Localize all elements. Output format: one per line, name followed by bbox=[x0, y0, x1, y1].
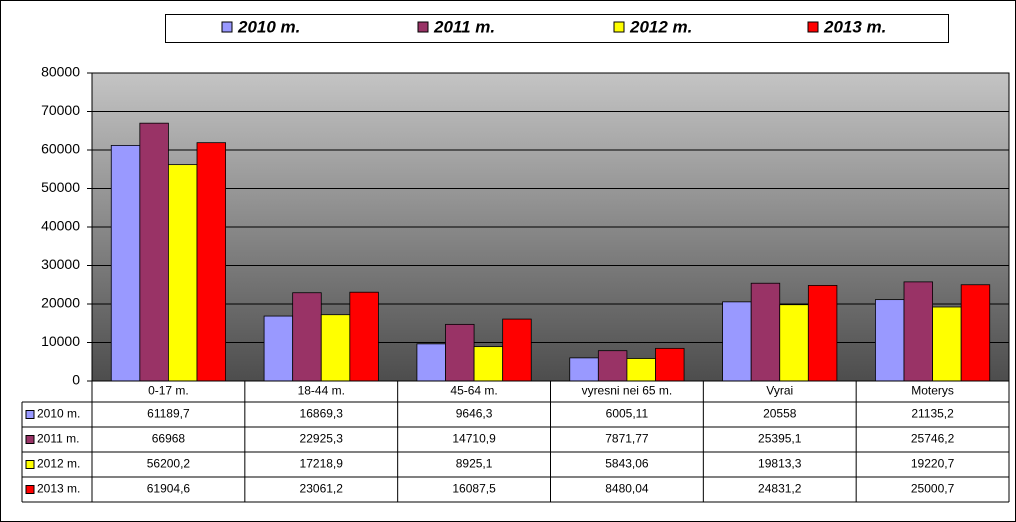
x-tick-label: Vyrai bbox=[766, 384, 793, 398]
table-value: 66968 bbox=[152, 432, 186, 446]
legend-label: 2011 m. bbox=[433, 17, 495, 36]
table-value: 22925,3 bbox=[300, 432, 344, 446]
bar bbox=[875, 299, 905, 382]
x-tick-label: 45-64 m. bbox=[450, 384, 497, 398]
bar bbox=[903, 281, 933, 382]
table-value: 25395,1 bbox=[758, 432, 802, 446]
table-legend-key bbox=[25, 410, 35, 419]
x-tick-label: Moterys bbox=[911, 384, 954, 398]
table-value: 25746,2 bbox=[911, 432, 955, 446]
bar bbox=[655, 347, 685, 382]
bar bbox=[445, 323, 475, 382]
table-value: 23061,2 bbox=[300, 482, 344, 496]
table-series-label: 2013 m. bbox=[37, 482, 80, 496]
table-legend-key bbox=[25, 460, 35, 469]
table-value: 8925,1 bbox=[456, 457, 493, 471]
bar bbox=[722, 301, 752, 382]
table-value: 56200,2 bbox=[147, 457, 191, 471]
y-tick-label: 40000 bbox=[41, 218, 80, 234]
table-value: 61189,7 bbox=[147, 407, 190, 421]
y-tick-label: 70000 bbox=[41, 102, 80, 118]
x-tick-label: vyresni nei 65 m. bbox=[582, 384, 673, 398]
x-tick-label: 18-44 m. bbox=[298, 384, 345, 398]
legend-label: 2013 m. bbox=[823, 17, 886, 36]
y-tick-label: 20000 bbox=[41, 295, 80, 311]
bar bbox=[597, 350, 628, 382]
table-value: 19220,7 bbox=[911, 457, 955, 471]
bar bbox=[263, 315, 294, 382]
bar bbox=[626, 358, 656, 382]
bar bbox=[416, 343, 446, 382]
table-value: 5843,06 bbox=[605, 457, 649, 471]
bar bbox=[932, 306, 962, 382]
table-series-label: 2012 m. bbox=[37, 457, 80, 471]
y-tick-label: 80000 bbox=[41, 64, 80, 80]
table-legend-key bbox=[25, 485, 35, 494]
table-legend-key bbox=[25, 435, 35, 444]
table-value: 17218,9 bbox=[300, 457, 344, 471]
bar bbox=[349, 291, 379, 382]
legend-label: 2012 m. bbox=[629, 17, 692, 36]
y-tick-label: 30000 bbox=[41, 256, 80, 272]
table-series-label: 2011 m. bbox=[37, 432, 79, 446]
bar bbox=[960, 284, 991, 382]
legend-key bbox=[221, 21, 233, 33]
y-tick-label: 0 bbox=[72, 372, 80, 388]
bar bbox=[196, 142, 226, 382]
bar bbox=[110, 145, 141, 382]
table-value: 7871,77 bbox=[605, 432, 649, 446]
legend-key bbox=[807, 21, 819, 33]
bar bbox=[569, 357, 599, 382]
table-value: 16087,5 bbox=[452, 482, 496, 496]
bar bbox=[473, 346, 504, 382]
table-value: 25000,7 bbox=[911, 482, 955, 496]
table-value: 14710,9 bbox=[452, 432, 496, 446]
bar bbox=[779, 304, 809, 382]
table-value: 8480,04 bbox=[605, 482, 649, 496]
y-tick-label: 10000 bbox=[41, 333, 80, 349]
table-value: 16869,3 bbox=[300, 407, 344, 421]
table-value: 6005,11 bbox=[606, 407, 649, 421]
bar bbox=[320, 314, 351, 382]
bar bbox=[168, 164, 198, 382]
table-value: 21135,2 bbox=[911, 407, 954, 421]
table-value: 24831,2 bbox=[758, 482, 802, 496]
bar bbox=[292, 292, 322, 382]
table-series-label: 2010 m. bbox=[37, 407, 80, 421]
bar bbox=[807, 284, 838, 382]
x-tick-label: 0-17 m. bbox=[148, 384, 189, 398]
table-value: 61904,6 bbox=[147, 482, 191, 496]
legend-key bbox=[417, 21, 429, 33]
y-tick-label: 60000 bbox=[41, 141, 80, 157]
legend-label: 2010 m. bbox=[237, 17, 300, 36]
bar bbox=[502, 318, 532, 382]
table-value: 19813,3 bbox=[758, 457, 802, 471]
table-value: 20558 bbox=[763, 407, 797, 421]
table-value: 9646,3 bbox=[456, 407, 493, 421]
legend-key bbox=[613, 21, 625, 33]
bar bbox=[139, 122, 169, 382]
bar bbox=[750, 282, 781, 382]
y-tick-label: 50000 bbox=[41, 179, 80, 195]
